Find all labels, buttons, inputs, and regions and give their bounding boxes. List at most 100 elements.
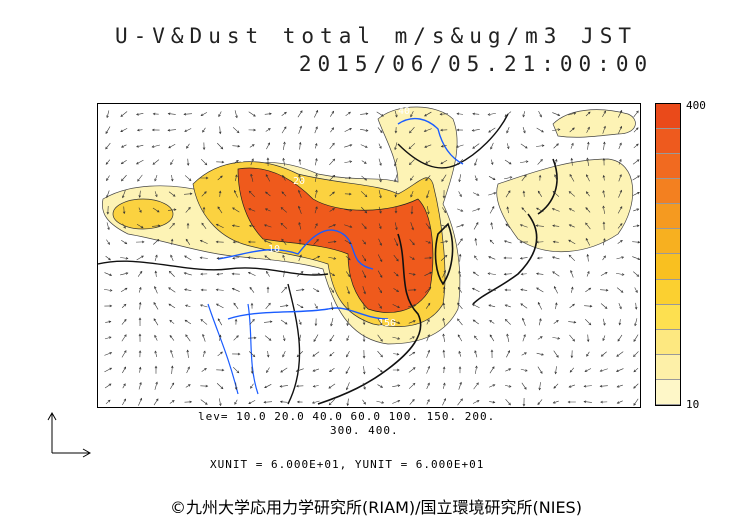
wind-arrow [409,126,415,134]
wind-arrow-head [280,222,284,226]
wind-arrow-head [329,369,332,373]
wind-arrow-head [315,109,319,113]
wind-arrow-head [588,322,592,326]
wind-arrow [330,318,334,326]
contour-label: 10 [268,244,280,255]
wind-arrow [586,191,590,197]
wind-arrow-head [505,223,509,227]
wind-arrow-head [572,338,575,342]
wind-arrow-head [124,334,127,337]
wind-arrow [281,286,287,294]
wind-arrow [122,383,126,389]
wind-arrow-head [573,112,577,115]
wind-arrow-head [123,226,126,229]
wind-arrow-head [330,323,333,327]
wind-arrow [200,304,208,308]
wind-arrow-head [298,238,302,242]
wind-arrow-head [252,318,255,322]
wind-arrow [393,254,399,262]
wind-arrow [298,319,302,325]
wind-arrow [104,352,112,356]
wind-arrow [570,270,574,278]
wind-arrow-head [537,301,541,305]
wind-arrow-head [329,338,333,342]
wind-arrow [504,111,512,117]
wind-arrow-head [172,222,175,226]
wind-arrow [424,287,432,293]
wind-arrow [217,142,223,150]
wind-arrow-head [185,334,188,337]
wind-arrow-head [508,385,512,388]
wind-arrow-head [587,126,590,130]
wind-arrow-head [363,386,366,390]
wind-arrow [121,159,127,165]
wind-arrow [346,382,350,390]
wind-arrow [362,270,366,278]
wind-arrow [520,289,528,291]
wind-arrow [136,223,144,229]
wind-arrow [555,302,557,310]
wind-arrow [473,222,479,230]
wind-arrow [378,303,382,309]
wind-arrow [313,385,319,387]
wind-arrow-head [457,334,461,338]
wind-arrow [344,144,352,148]
wind-arrow [151,225,161,227]
wind-arrow [187,350,189,358]
wind-arrow-head [125,256,129,260]
wind-arrow [296,351,304,357]
wind-arrow [168,113,176,115]
wind-arrow [586,158,590,166]
wind-arrow-head [456,112,460,116]
wind-arrow [233,160,239,164]
wind-arrow [488,112,496,116]
wind-arrow [248,351,256,357]
wind-arrow [440,255,448,261]
river-north [397,117,464,165]
wind-arrow-head [295,369,299,372]
wind-arrow [329,351,335,357]
wind-arrow [425,303,431,309]
wind-arrow [392,385,400,387]
wind-arrow-head [122,211,126,215]
wind-arrow [443,318,445,326]
wind-arrow [618,190,622,198]
wind-arrow [216,303,224,309]
wind-arrow [185,384,191,388]
wind-arrow-head [189,400,193,404]
wind-arrow-head [235,115,238,119]
wind-arrow [153,302,159,310]
wind-arrow [248,208,256,212]
wind-arrow [171,366,173,374]
wind-arrow [474,335,478,341]
wind-arrow-head [184,304,188,308]
wind-arrow-head [152,112,156,116]
wind-arrow-head [139,270,143,274]
wind-arrow [394,174,398,182]
wind-arrow [618,126,622,134]
wind-arrow-head [282,254,285,258]
wind-arrow-head [487,113,491,116]
wind-arrow [154,191,158,197]
wind-arrow [537,159,543,165]
wind-arrow-head [524,145,528,149]
wind-arrow [361,160,367,164]
wind-arrow-head [506,146,510,150]
wind-arrow-head [458,253,462,257]
wind-arrow [378,143,382,149]
wind-arrow [360,128,368,132]
wind-arrow [553,400,559,404]
wind-arrow [104,289,112,291]
wind-arrow-head [412,367,416,370]
wind-arrow [296,271,304,277]
wind-arrow [234,399,238,405]
wind-arrow-head [364,177,368,181]
wind-arrow-head [199,256,203,260]
wind-arrow-head [394,163,397,167]
wind-arrow-head [619,206,623,209]
wind-arrow [219,398,221,406]
wind-arrow [505,368,511,372]
wind-arrow [617,110,623,118]
wind-arrow [329,368,335,372]
colorbar-segment [656,104,680,130]
